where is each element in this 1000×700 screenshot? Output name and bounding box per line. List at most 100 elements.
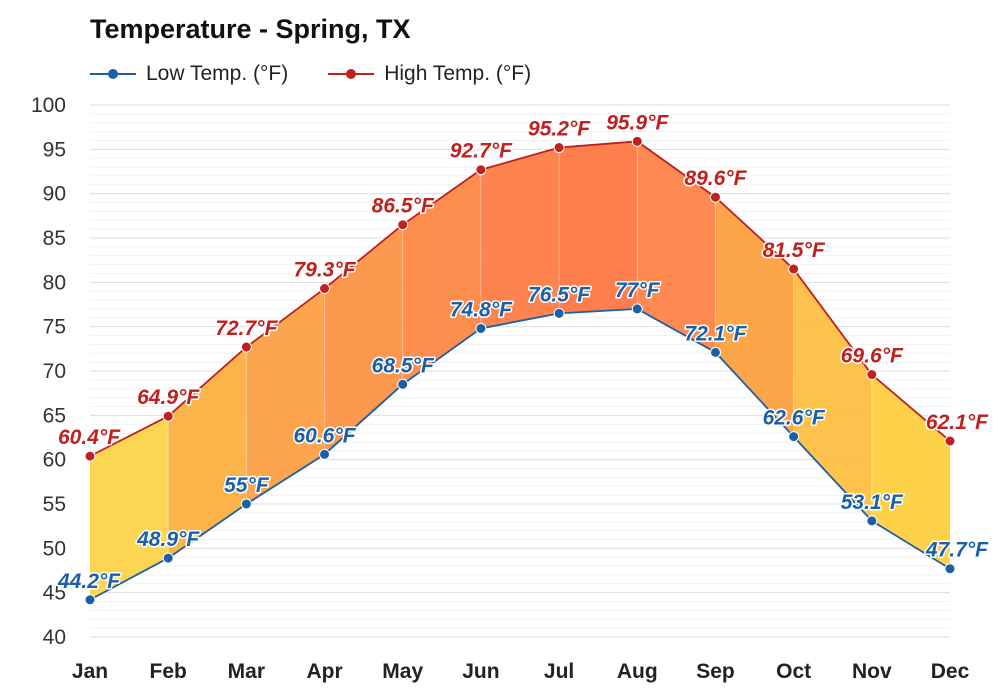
data-point-high	[162, 410, 174, 422]
legend-low-marker	[90, 69, 136, 79]
y-tick-label: 55	[43, 493, 66, 516]
series-points-low	[84, 303, 956, 606]
legend-low-label: Low Temp. (°F)	[146, 62, 289, 85]
y-tick-label: 100	[31, 94, 66, 117]
data-point-low	[709, 346, 721, 358]
data-point-low	[944, 563, 956, 575]
y-axis: 40 45 50 55 60 65 70 75 80 85 90 95 100	[31, 94, 66, 649]
data-label-low: 47.7°F	[925, 539, 989, 562]
y-tick-label: 95	[43, 138, 66, 161]
band-segment	[246, 288, 325, 504]
legend-high-label: High Temp. (°F)	[384, 62, 532, 85]
band-segment	[793, 269, 872, 521]
x-tick-label: May	[382, 660, 423, 683]
data-point-high	[709, 191, 721, 203]
data-point-high	[84, 450, 96, 462]
data-point-high	[475, 164, 487, 176]
data-label-high: 81.5°F	[763, 239, 826, 262]
data-point-high	[866, 369, 878, 381]
band-segment	[637, 141, 716, 353]
band-segment	[871, 374, 950, 569]
data-point-low	[475, 322, 487, 334]
band-separators	[167, 141, 873, 559]
legend-high-marker	[328, 69, 375, 79]
y-tick-label: 90	[43, 183, 66, 206]
y-tick-label: 85	[43, 227, 66, 250]
band-segment	[324, 224, 403, 455]
x-tick-label: Nov	[852, 660, 892, 683]
data-label-low: 74.8°F	[450, 298, 513, 321]
data-label-low: 68.5°F	[372, 354, 435, 377]
data-label-low: 55°F	[224, 474, 270, 497]
legend-item-low[interactable]: Low Temp. (°F)	[90, 62, 288, 86]
y-tick-label: 65	[43, 404, 66, 427]
data-label-high: 95.2°F	[528, 118, 591, 141]
data-label-high: 69.6°F	[841, 345, 904, 368]
y-tick-label: 40	[43, 626, 66, 649]
x-tick-label: Apr	[306, 660, 342, 683]
x-tick-label: Jan	[72, 660, 108, 683]
data-point-high	[397, 219, 409, 231]
data-point-high	[240, 341, 252, 353]
x-tick-label: Jun	[462, 660, 499, 683]
data-label-low: 76.5°F	[528, 283, 591, 306]
x-axis: Jan Feb Mar Apr May Jun Jul Aug Sep Oct Nov Dec	[72, 660, 970, 683]
y-tick-label: 60	[43, 449, 66, 472]
data-label-high: 62.1°F	[926, 411, 989, 434]
data-point-low	[397, 378, 409, 390]
data-label-high: 92.7°F	[450, 140, 513, 163]
data-label-low: 60.6°F	[293, 424, 356, 447]
data-point-high	[319, 283, 331, 295]
x-tick-label: Sep	[696, 660, 735, 683]
data-label-low: 44.2°F	[57, 570, 121, 593]
x-tick-label: Dec	[931, 660, 970, 683]
series-line-high	[89, 140, 951, 457]
data-labels-high: 60.4°F 64.9°F 72.7°F 79.3°F 86.5°F 92.7°F 95.2…	[57, 110, 991, 451]
data-label-high: 64.9°F	[137, 386, 200, 409]
y-tick-label: 75	[43, 316, 66, 339]
data-point-low	[866, 515, 878, 527]
y-tick-label: 80	[43, 271, 66, 294]
x-tick-label: Jul	[544, 660, 574, 683]
series-points-high	[84, 135, 956, 462]
data-label-high: 60.4°F	[58, 426, 121, 449]
band-segment	[559, 141, 638, 314]
band-segment	[402, 169, 481, 385]
series-line-low	[89, 308, 951, 601]
band-segment	[715, 197, 794, 437]
data-point-low	[240, 498, 252, 510]
data-label-low: 77°F	[615, 279, 661, 302]
data-labels-low: 44.2°F 48.9°F 55°F 60.6°F 68.5°F 74.8°F 76.5°F…	[56, 277, 991, 594]
y-tick-label: 45	[43, 582, 66, 605]
data-label-high: 95.9°F	[606, 111, 669, 134]
data-label-high: 89.6°F	[684, 167, 747, 190]
data-point-low	[788, 431, 800, 443]
data-point-low	[162, 552, 174, 564]
chart-title: Temperature - Spring, TX	[90, 14, 411, 44]
x-tick-label: Mar	[228, 660, 265, 683]
data-label-low: 48.9°F	[136, 528, 200, 551]
y-tick-label: 70	[43, 360, 66, 383]
data-label-low: 72.1°F	[684, 322, 747, 345]
x-tick-label: Aug	[617, 660, 658, 683]
data-point-low	[84, 594, 96, 606]
data-label-low: 62.6°F	[763, 407, 826, 430]
data-point-low	[319, 448, 331, 460]
data-label-low: 53.1°F	[841, 491, 904, 514]
data-label-high: 86.5°F	[372, 195, 435, 218]
data-label-high: 72.7°F	[215, 317, 278, 340]
y-tick-label: 50	[43, 537, 66, 560]
legend: Low Temp. (°F) High Temp. (°F)	[90, 60, 571, 88]
legend-item-high[interactable]: High Temp. (°F)	[328, 62, 531, 86]
data-point-high	[788, 263, 800, 275]
x-tick-label: Oct	[776, 660, 811, 683]
data-point-low	[553, 307, 565, 319]
band-segment	[168, 347, 247, 559]
band-segment	[480, 147, 560, 329]
data-point-high	[553, 142, 565, 154]
data-point-high	[631, 135, 643, 147]
data-point-high	[944, 435, 956, 447]
data-point-low	[631, 303, 643, 315]
